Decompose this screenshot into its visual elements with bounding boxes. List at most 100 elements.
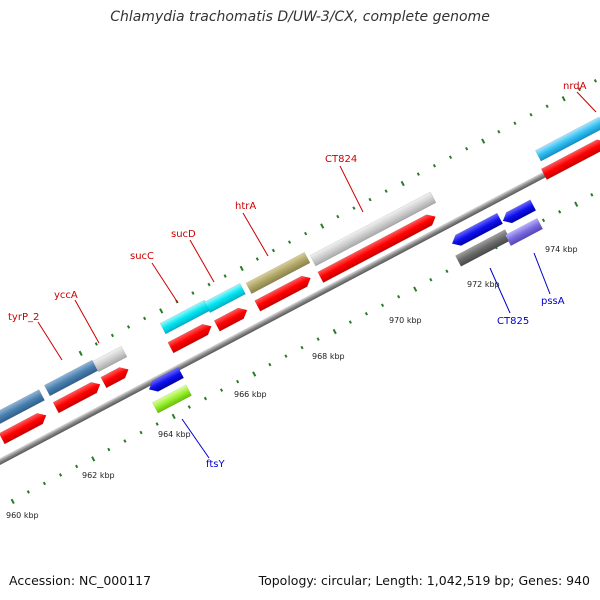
lower-tick: [590, 193, 594, 197]
upper-tick: [416, 172, 420, 176]
scale-label-972: 972 kbp: [467, 280, 500, 289]
gene-htra: [245, 251, 311, 295]
tick-marks: [10, 79, 598, 505]
upper-tick: [287, 240, 292, 244]
lower-tick: [574, 201, 579, 207]
lower-tick: [445, 269, 449, 274]
backbone: [0, 132, 600, 474]
upper-tick: [110, 333, 115, 338]
cds-tyrp-2: [0, 413, 47, 445]
scale-label-966: 966 kbp: [234, 390, 267, 399]
lower-tick: [219, 388, 224, 392]
lower-tick: [187, 405, 191, 409]
lower-tick: [58, 473, 63, 477]
scale-label-970: 970 kbp: [389, 316, 422, 325]
lower-tick: [429, 277, 433, 282]
gene-ycca: [43, 359, 99, 397]
lower-tick: [26, 490, 30, 494]
upper-tick: [384, 189, 388, 193]
gene-label-nrda: nrdA: [563, 81, 587, 92]
upper-tick: [529, 112, 533, 117]
cds-small-1: [100, 367, 129, 389]
reverse-gene-labels: ftsY CT825 pssA: [206, 296, 565, 470]
accession-label: Accession: NC_000117: [9, 573, 152, 588]
lower-tick: [10, 498, 15, 505]
gene-label-ct824: CT824: [325, 154, 357, 165]
gene-label-tyrp-2: tyrP_2: [8, 312, 39, 323]
lower-tick: [316, 337, 320, 341]
gene-tyrp-2: [0, 389, 45, 427]
cds-ycca: [52, 382, 101, 414]
gene-label-ftsy: ftsY: [206, 459, 225, 470]
lower-tick: [203, 396, 208, 401]
upper-tick: [481, 138, 486, 144]
upper-tick: [239, 265, 244, 272]
upper-tick: [577, 87, 581, 92]
gene-label-pssa: pssA: [541, 296, 565, 307]
lower-tick: [42, 481, 47, 486]
forward-label-lines: [37, 91, 597, 361]
lower-tick: [558, 210, 562, 214]
gene-features: [0, 116, 600, 445]
cds-succ: [167, 323, 212, 354]
cds-nrda: [540, 139, 600, 180]
lower-tick: [155, 422, 159, 426]
upper-tick: [207, 282, 211, 287]
map-title: Chlamydia trachomatis D/UW-3/CX, complet…: [110, 9, 490, 25]
upper-tick: [561, 96, 566, 102]
upper-tick: [448, 155, 453, 160]
lower-tick: [268, 362, 272, 367]
cds-ftsy: [148, 366, 185, 392]
upper-tick: [497, 129, 501, 134]
scale-labels: 960 kbp 962 kbp 964 kbp 966 kbp 968 kbp …: [6, 245, 578, 520]
upper-tick: [94, 342, 98, 346]
upper-tick: [191, 291, 195, 295]
lower-tick: [171, 413, 176, 420]
lower-tick: [300, 345, 304, 350]
upper-tick: [432, 163, 437, 168]
reverse-label-lines: [181, 252, 551, 459]
lower-tick: [107, 447, 111, 452]
gene-label-htra: htrA: [235, 201, 256, 212]
gene-label-ycca: yccA: [54, 290, 78, 301]
cds-pssa: [502, 199, 537, 224]
lower-tick: [397, 294, 401, 299]
gene-label-ct825: CT825: [497, 316, 529, 327]
scale-label-968: 968 kbp: [312, 352, 345, 361]
lower-tick: [75, 464, 79, 469]
lower-tick: [139, 430, 143, 435]
cds-htra: [254, 275, 311, 312]
scale-label-964: 964 kbp: [158, 430, 191, 439]
genome-summary: Topology: circular; Length: 1,042,519 bp…: [258, 573, 590, 588]
lower-tick: [284, 354, 288, 358]
lower-tick: [236, 379, 240, 384]
lower-tick: [252, 371, 257, 377]
gene-nrda: [535, 116, 600, 162]
upper-tick: [593, 79, 598, 83]
scale-label-962: 962 kbp: [82, 471, 115, 480]
gene-ct824: [309, 191, 437, 267]
upper-tick: [143, 316, 147, 321]
gene-ftsy: [152, 384, 192, 414]
upper-tick: [368, 197, 372, 202]
gene-small-1: [92, 345, 128, 373]
upper-tick: [271, 248, 276, 253]
upper-tick: [304, 231, 308, 236]
lower-tick: [123, 439, 127, 443]
upper-tick: [513, 121, 517, 126]
gene-label-sucd: sucD: [171, 229, 196, 240]
lower-tick: [380, 303, 385, 308]
gene-label-succ: sucC: [130, 251, 154, 262]
gene-sucd: [204, 283, 246, 313]
upper-tick: [78, 350, 83, 357]
lower-tick: [413, 286, 418, 292]
cds-sucd: [213, 307, 248, 332]
cds-ct824: [317, 214, 436, 283]
lower-tick: [91, 456, 96, 462]
upper-tick: [255, 257, 259, 261]
lower-tick: [348, 320, 352, 324]
forward-gene-labels: tyrP_2 yccA sucC sucD htrA CT824 nrdA: [8, 81, 587, 323]
upper-tick: [545, 104, 549, 109]
